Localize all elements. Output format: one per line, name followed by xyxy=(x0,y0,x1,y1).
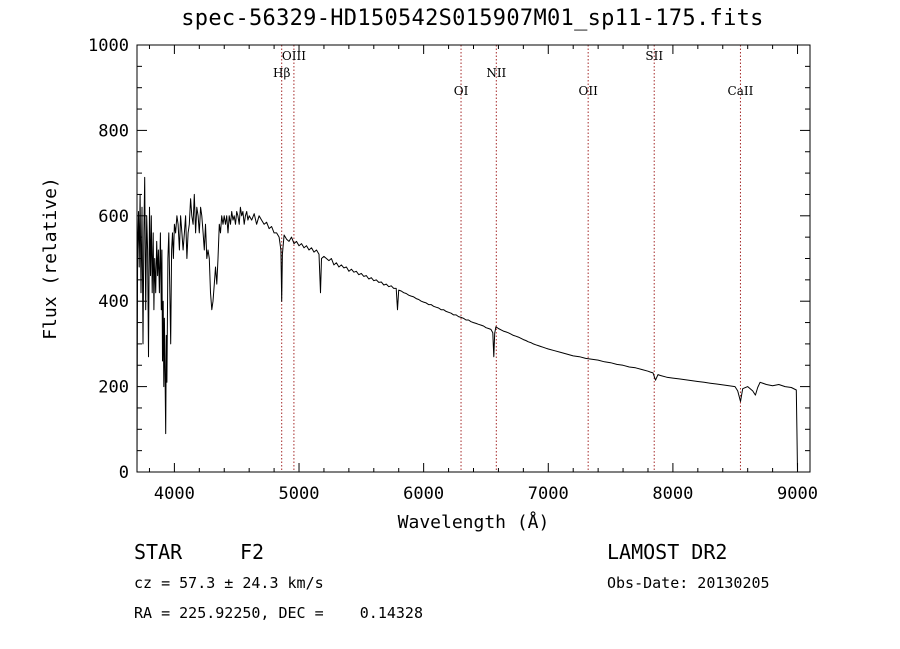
spectral-line-labels: Hβ OIII OI NII OII SII CaII xyxy=(273,49,754,98)
x-axis-ticks: 4000 5000 6000 7000 8000 9000 xyxy=(148,45,818,504)
y-tick-label: 800 xyxy=(98,121,129,141)
x-tick-label: 9000 xyxy=(777,484,818,504)
y-tick-label: 200 xyxy=(98,378,129,398)
spectral-line-label: CaII xyxy=(728,84,754,98)
spectral-line-label: OIII xyxy=(282,49,306,63)
x-tick-label: 7000 xyxy=(528,484,569,504)
y-tick-label: 0 xyxy=(119,463,129,483)
object-class: STAR xyxy=(134,540,183,564)
chart-title: spec-56329-HD150542S015907M01_sp11-175.f… xyxy=(181,6,764,31)
redshift-cz: cz = 57.3 ± 24.3 km/s xyxy=(134,574,324,592)
observation-date: Obs-Date: 20130205 xyxy=(607,574,770,592)
x-tick-label: 8000 xyxy=(652,484,693,504)
x-tick-label: 4000 xyxy=(154,484,195,504)
y-axis-ticks: 0 200 400 600 800 1000 xyxy=(88,36,810,483)
x-tick-label: 5000 xyxy=(279,484,320,504)
spectral-line-label: OI xyxy=(454,84,469,98)
spectral-line-label: NII xyxy=(486,66,506,80)
spectrum-line xyxy=(136,176,798,473)
spectral-line-markers xyxy=(281,45,741,472)
x-tick-label: 6000 xyxy=(403,484,444,504)
spectral-line-label: OII xyxy=(578,84,598,98)
spectral-line-label: SII xyxy=(645,49,663,63)
ra-dec: RA = 225.92250, DEC = 0.14328 xyxy=(134,604,423,622)
plot-frame xyxy=(136,44,811,473)
survey-label: LAMOST DR2 xyxy=(607,540,728,564)
y-tick-label: 400 xyxy=(98,292,129,312)
spectral-line-label: Hβ xyxy=(273,66,290,80)
y-tick-label: 1000 xyxy=(88,36,129,56)
object-subclass: F2 xyxy=(240,540,265,564)
y-axis-label: Flux (relative) xyxy=(40,177,61,340)
x-axis-label: Wavelength (Å) xyxy=(398,511,550,533)
y-tick-label: 600 xyxy=(98,207,129,227)
